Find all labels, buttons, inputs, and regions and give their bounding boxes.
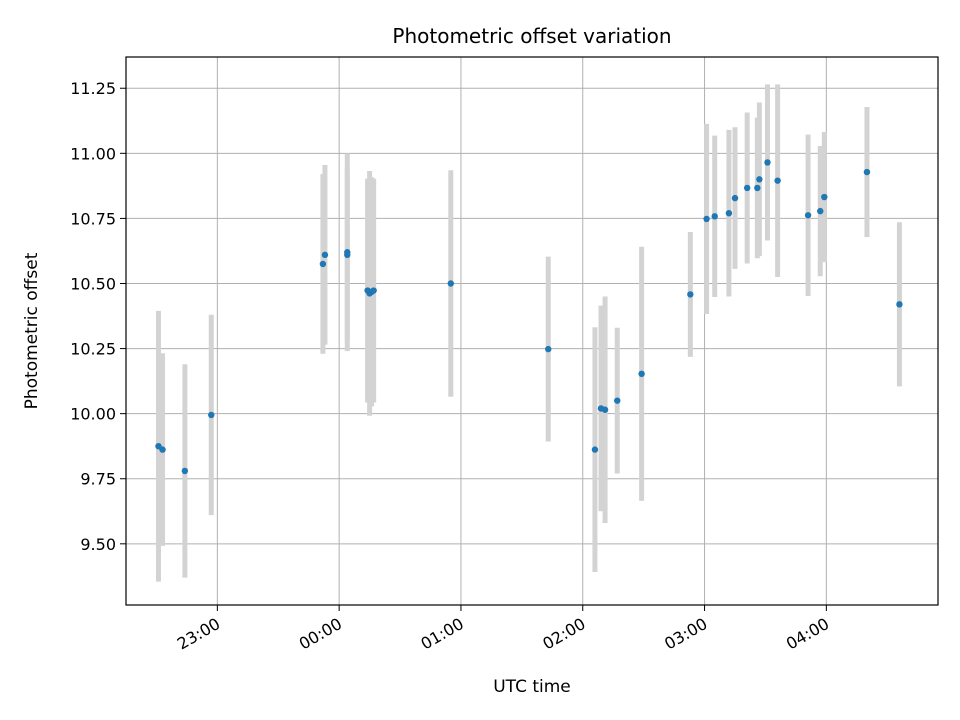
y-tick-label: 11.00: [70, 144, 116, 163]
data-point: [896, 301, 903, 308]
data-point: [764, 159, 771, 166]
data-point: [591, 446, 599, 453]
data-point: [687, 291, 694, 298]
data-point: [601, 406, 609, 413]
data-point: [181, 467, 189, 475]
data-point: [821, 193, 828, 201]
data-point: [754, 184, 761, 192]
y-tick-label: 11.25: [70, 79, 116, 98]
x-axis-title: UTC time: [493, 677, 571, 697]
data-point: [743, 184, 751, 192]
data-point: [863, 168, 871, 176]
data-point: [756, 176, 763, 183]
data-point: [545, 345, 552, 353]
data-point: [711, 213, 718, 220]
data-point: [703, 215, 710, 223]
data-point: [447, 280, 454, 287]
chart-title: Photometric offset variation: [392, 24, 671, 48]
y-tick-label: 10.00: [70, 405, 116, 424]
y-tick-label: 10.75: [70, 209, 116, 228]
data-point: [321, 251, 329, 259]
y-tick-label: 9.75: [80, 470, 116, 489]
data-point: [344, 251, 351, 259]
data-point: [614, 397, 621, 404]
data-point: [638, 370, 645, 378]
data-point: [319, 260, 327, 268]
y-axis: 9.50 9.75 10.00 10.25 10.50 10.75 11.00 11.25: [70, 79, 126, 554]
data-point: [208, 411, 215, 419]
data-point: [370, 287, 377, 294]
data-point: [804, 212, 812, 219]
data-point: [725, 209, 733, 217]
data-point: [817, 207, 824, 215]
y-tick-label: 9.50: [80, 535, 116, 554]
y-tick-label: 10.50: [70, 274, 116, 293]
y-axis-title: Photometric offset: [22, 252, 42, 409]
y-tick-label: 10.25: [70, 340, 116, 359]
plot-frame: [125, 56, 939, 606]
data-point: [159, 446, 166, 453]
data-point: [731, 194, 739, 202]
data-point: [774, 177, 781, 184]
data-points: [155, 159, 903, 475]
